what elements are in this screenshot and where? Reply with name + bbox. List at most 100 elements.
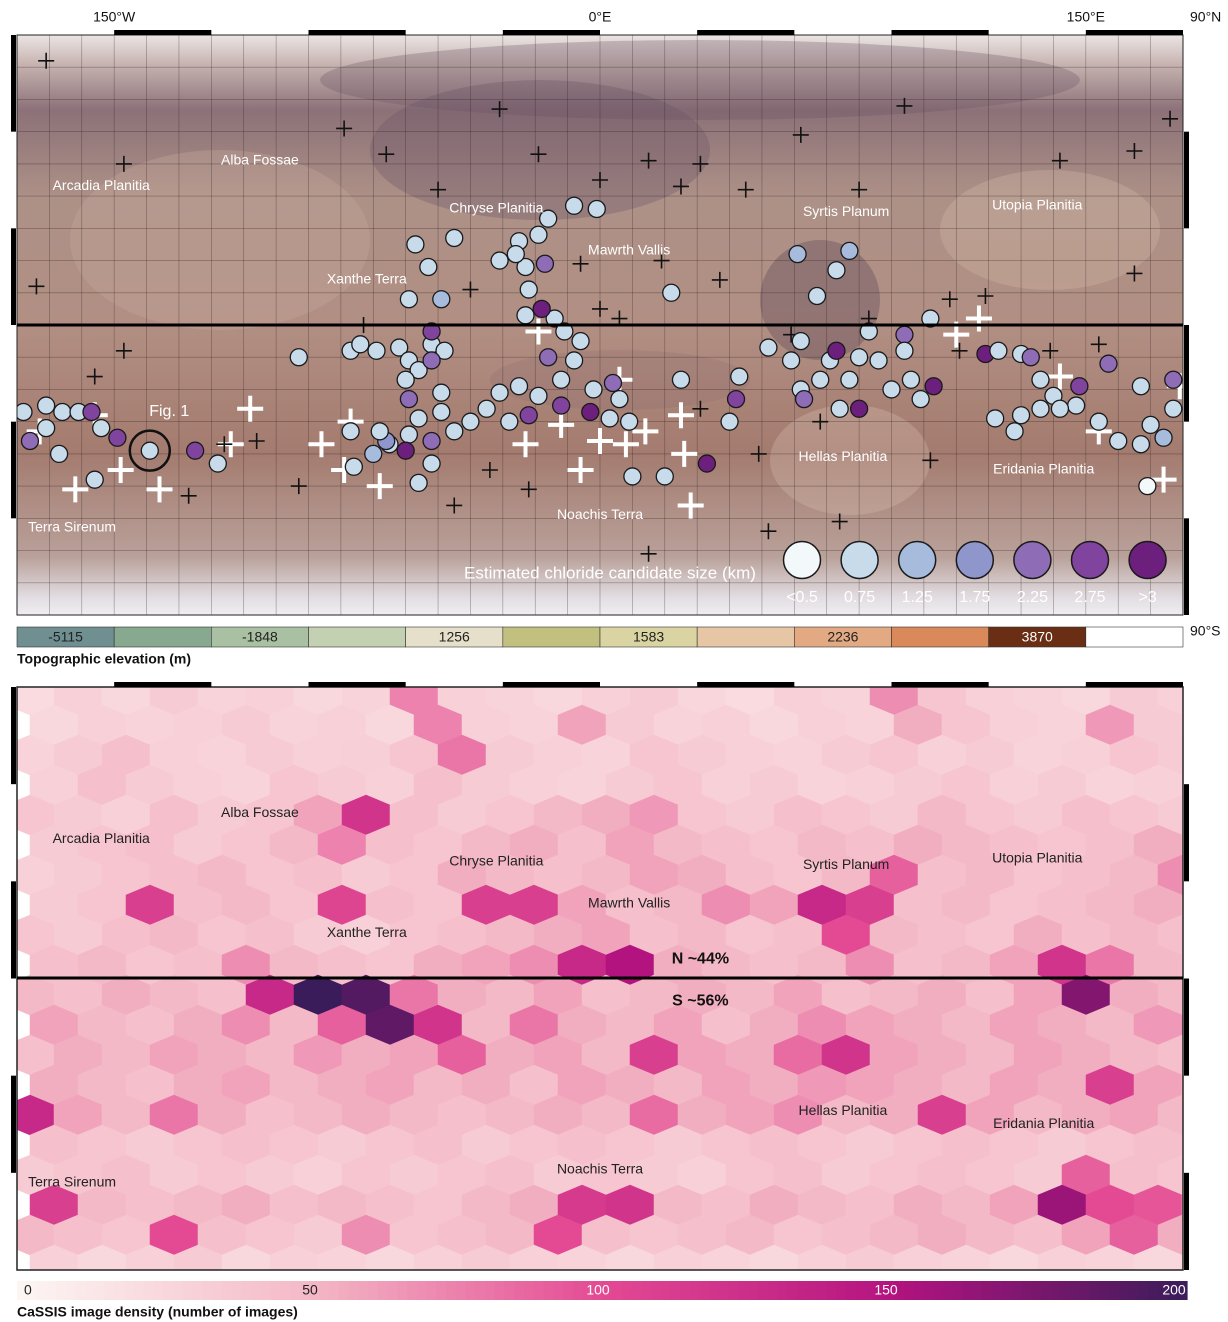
chloride-candidate [896,326,913,343]
colorbar-step [485,1281,495,1300]
colorbar-step [1041,1281,1051,1300]
chloride-candidate [352,336,369,353]
colorbar-step [924,1281,934,1300]
colorbar-step [1031,1281,1041,1300]
figure: 150°W0°E150°E90°N90°SArcadia PlanitiaAlb… [0,0,1228,1322]
colorbar-step [339,1281,349,1300]
legend-label: 2.75 [1074,589,1105,606]
chloride-candidate [1142,416,1159,433]
chloride-candidate [663,284,680,301]
region-label: Xanthe Terra [327,924,407,940]
legend-label: >3 [1138,589,1156,606]
colorbar-step [1060,1281,1070,1300]
colorbar-step [534,1281,544,1300]
chloride-candidate [345,458,362,475]
chloride-candidate [397,442,414,459]
chloride-candidate [796,391,813,408]
colorbar-step [388,1281,398,1300]
frame-bar [114,682,211,687]
chloride-candidate [423,455,440,472]
frame-bar [309,30,406,35]
region-label: Chryse Planitia [449,200,543,216]
region-label: Alba Fossae [221,804,299,820]
colorbar-step [417,1281,427,1300]
frame-bar [11,1076,16,1173]
colorbar-step [1119,1281,1129,1300]
colorbar-step [563,1281,573,1300]
region-label: Mawrth Vallis [588,242,670,258]
colorbar-step [202,1281,212,1300]
colorbar-step [661,1281,671,1300]
chloride-candidate [828,342,845,359]
chloride-candidate [187,442,204,459]
elevation-label: -1848 [242,629,278,645]
chloride-candidate [209,455,226,472]
colorbar-title: CaSSIS image density (number of images) [17,1304,298,1320]
chloride-candidate [1032,371,1049,388]
frame-bar [1184,325,1189,422]
colorbar-step [154,1281,164,1300]
chloride-candidate [536,255,553,272]
region-label: Syrtis Planum [803,203,889,219]
chloride-candidate [1132,378,1149,395]
chloride-candidate [1006,423,1023,440]
chloride-candidate [1032,400,1049,417]
colorbar-step [1099,1281,1109,1300]
chloride-candidate [731,368,748,385]
colorbar-step [329,1281,339,1300]
chloride-candidate [883,381,900,398]
frame-bar [1184,784,1189,881]
region-label: Alba Fossae [221,151,299,167]
colorbar-label: 200 [1162,1282,1186,1298]
chloride-candidate [566,197,583,214]
chloride-candidate [507,246,524,263]
colorbar-step [358,1281,368,1300]
legend-title: Estimated chloride candidate size (km) [464,563,756,582]
chloride-candidate [462,413,479,430]
colorbar-step [680,1281,690,1300]
colorbar-step [56,1281,66,1300]
colorbar-step [778,1281,788,1300]
colorbar-step [1109,1281,1119,1300]
colorbar-label: 50 [302,1282,318,1298]
chloride-candidate [572,333,589,350]
colorbar-step [573,1281,583,1300]
colorbar-step [787,1281,797,1300]
chloride-candidate [1155,429,1172,446]
y-tick-label: 90°S [1190,623,1221,639]
chloride-candidate [433,404,450,421]
chloride-candidate [553,371,570,388]
region-label: Chryse Planitia [449,853,543,869]
colorbar-step [368,1281,378,1300]
frame-bar [892,30,989,35]
colorbar-step [622,1281,632,1300]
frame-bar [1086,682,1183,687]
frame-bar [1086,30,1183,35]
chloride-candidate [566,352,583,369]
elevation-title: Topographic elevation (m) [17,651,191,667]
colorbar-step [1080,1281,1090,1300]
region-label: Hellas Planitia [799,1102,888,1118]
colorbar-step [982,1281,992,1300]
chloride-candidate [501,413,518,430]
colorbar-step [466,1281,476,1300]
legend-swatch [1014,542,1051,579]
elevation-label: 3870 [1022,629,1053,645]
legend-label: 1.75 [959,589,990,606]
colorbar-step [349,1281,359,1300]
chloride-candidate [990,342,1007,359]
colorbar-step [183,1281,193,1300]
legend-label: 2.25 [1017,589,1048,606]
chloride-candidate [520,407,537,424]
legend-label: 0.75 [844,589,875,606]
colorbar-step [105,1281,115,1300]
frame-bar [697,30,794,35]
chloride-candidate [621,413,638,430]
frame-bar [11,687,16,784]
region-label: Hellas Planitia [799,448,888,464]
chloride-candidate [1100,355,1117,372]
chloride-candidate [446,230,463,247]
colorbar-step [1021,1281,1031,1300]
elevation-swatch [892,627,989,647]
chloride-candidate [530,226,547,243]
